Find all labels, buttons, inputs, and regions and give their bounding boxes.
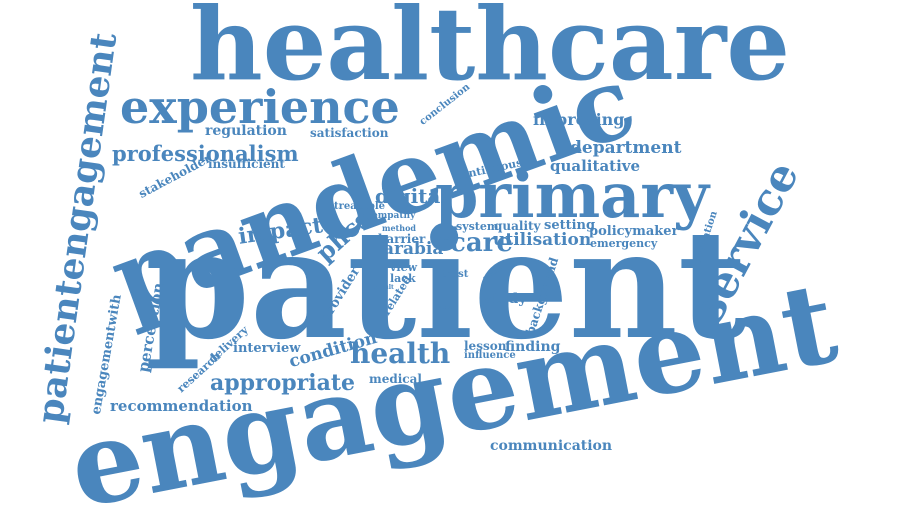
word-improving: improving (533, 110, 625, 129)
word-policymaker: policymaker (589, 224, 679, 239)
word-emergency: emergency (590, 237, 658, 250)
word-utilisation: utilisation (493, 230, 592, 250)
word-system: system (456, 220, 499, 233)
word-better: better (434, 235, 455, 242)
word-treatable: treatable (334, 201, 385, 212)
word-barrier: barrier (378, 232, 426, 246)
word-factor: factor (436, 304, 457, 311)
word-arabia: arabia (383, 239, 444, 259)
word-digital: digital (375, 184, 448, 208)
word-primary: primary (435, 159, 710, 232)
word-care: care (450, 228, 513, 258)
word-result: result (374, 284, 394, 291)
word-view: view (390, 261, 418, 274)
word-quality: quality (494, 219, 541, 233)
word-lack: lack (390, 272, 416, 285)
word-qualitative: qualitative (550, 157, 641, 175)
word-medical: medical (369, 372, 422, 386)
word-recommendation: recommendation (110, 397, 253, 415)
word-empathy: empathy (372, 211, 416, 221)
word-health: health (350, 337, 451, 370)
word-experience: experience (120, 80, 400, 134)
word-professionalism: professionalism (112, 141, 299, 166)
word-setting: setting (544, 218, 596, 233)
word-appropriate: appropriate (210, 370, 356, 396)
word-healthcare: healthcare (190, 0, 790, 103)
word-regulation: regulation (205, 123, 287, 139)
word-communication: communication (490, 438, 613, 454)
word-study: study (484, 291, 527, 307)
word-trust: trust (441, 269, 469, 280)
word-insufficient: insufficient (208, 157, 285, 171)
word-satisfaction: satisfaction (310, 126, 389, 140)
word-finding: finding (505, 339, 561, 355)
word-patient: patient (145, 197, 748, 373)
word-interview: interview (233, 341, 301, 356)
word-influence: influence (464, 350, 516, 361)
word-department: department (570, 138, 682, 158)
word-method: method (382, 223, 416, 233)
word-lesson: lesson (464, 339, 507, 353)
